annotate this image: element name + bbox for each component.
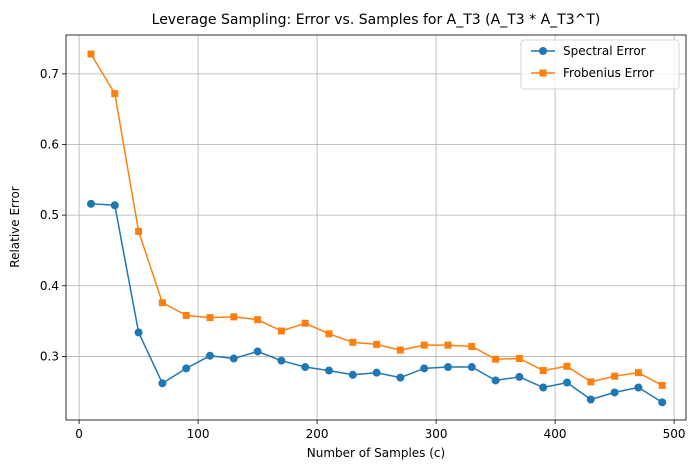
data-point-frobenius-error — [658, 381, 666, 389]
legend-label-frobenius: Frobenius Error — [563, 66, 654, 80]
series-layer — [86, 50, 667, 407]
data-point-spectral-error — [562, 378, 571, 387]
data-point-spectral-error — [658, 398, 667, 407]
data-point-frobenius-error — [444, 341, 452, 349]
data-point-frobenius-error — [230, 313, 238, 321]
data-point-frobenius-error — [563, 362, 571, 370]
x-tick-label: 200 — [306, 427, 329, 441]
data-point-spectral-error — [158, 379, 167, 388]
data-point-spectral-error — [539, 383, 548, 392]
data-point-frobenius-error — [325, 330, 333, 338]
chart-title: Leverage Sampling: Error vs. Samples for… — [152, 12, 601, 28]
legend-label-spectral: Spectral Error — [563, 44, 646, 58]
data-point-frobenius-error — [254, 316, 262, 324]
data-point-spectral-error — [610, 388, 619, 397]
data-point-frobenius-error — [135, 227, 143, 235]
data-point-frobenius-error — [349, 338, 357, 346]
data-point-spectral-error — [182, 364, 191, 373]
legend-marker-spectral — [539, 47, 547, 55]
data-point-spectral-error — [515, 372, 524, 381]
data-point-spectral-error — [467, 363, 476, 372]
data-point-frobenius-error — [492, 355, 500, 363]
ticks: 0 100 200 300 400 500 0.3 0.4 0.5 0.6 0.7 — [40, 67, 686, 441]
data-point-frobenius-error — [158, 299, 166, 307]
data-point-frobenius-error — [206, 314, 214, 322]
data-point-frobenius-error — [634, 369, 642, 377]
data-point-spectral-error — [396, 373, 405, 382]
data-point-frobenius-error — [468, 343, 476, 351]
data-point-frobenius-error — [277, 327, 285, 335]
data-point-frobenius-error — [420, 341, 428, 349]
x-axis-label: Number of Samples (c) — [307, 446, 445, 460]
plot-frame — [65, 34, 687, 421]
x-tick-label: 400 — [544, 427, 567, 441]
data-point-spectral-error — [491, 376, 500, 385]
data-point-spectral-error — [86, 199, 95, 208]
data-point-spectral-error — [348, 370, 357, 379]
data-point-spectral-error — [634, 383, 643, 392]
data-point-spectral-error — [253, 347, 262, 356]
data-point-spectral-error — [420, 364, 429, 373]
data-point-spectral-error — [586, 395, 595, 404]
data-point-frobenius-error — [301, 319, 309, 327]
y-tick-label: 0.7 — [40, 67, 59, 81]
data-point-frobenius-error — [587, 378, 595, 386]
y-axis-label: Relative Error — [8, 186, 22, 268]
data-point-frobenius-error — [539, 367, 547, 375]
legend-box — [520, 39, 680, 90]
data-point-spectral-error — [301, 363, 310, 372]
y-tick-label: 0.6 — [40, 137, 59, 151]
data-point-frobenius-error — [611, 372, 619, 380]
data-point-spectral-error — [229, 354, 238, 363]
data-point-spectral-error — [443, 363, 452, 372]
x-tick-label: 300 — [425, 427, 448, 441]
data-point-spectral-error — [110, 201, 119, 210]
x-tick-label: 500 — [663, 427, 686, 441]
data-point-spectral-error — [372, 368, 381, 377]
x-tick-label: 100 — [187, 427, 210, 441]
y-tick-label: 0.5 — [40, 208, 59, 222]
y-tick-label: 0.4 — [40, 279, 59, 293]
legend-marker-frobenius — [539, 69, 547, 77]
data-point-spectral-error — [134, 328, 143, 337]
data-point-frobenius-error — [111, 90, 119, 98]
data-point-frobenius-error — [515, 355, 523, 363]
data-point-spectral-error — [277, 356, 286, 365]
legend: Spectral Error Frobenius Error — [520, 39, 680, 90]
y-tick-label: 0.3 — [40, 349, 59, 363]
data-point-spectral-error — [205, 351, 214, 360]
data-point-frobenius-error — [87, 50, 95, 58]
data-point-frobenius-error — [373, 340, 381, 348]
x-tick-label: 0 — [75, 427, 83, 441]
data-point-spectral-error — [324, 366, 333, 375]
data-point-frobenius-error — [396, 346, 404, 354]
data-point-frobenius-error — [182, 311, 190, 319]
